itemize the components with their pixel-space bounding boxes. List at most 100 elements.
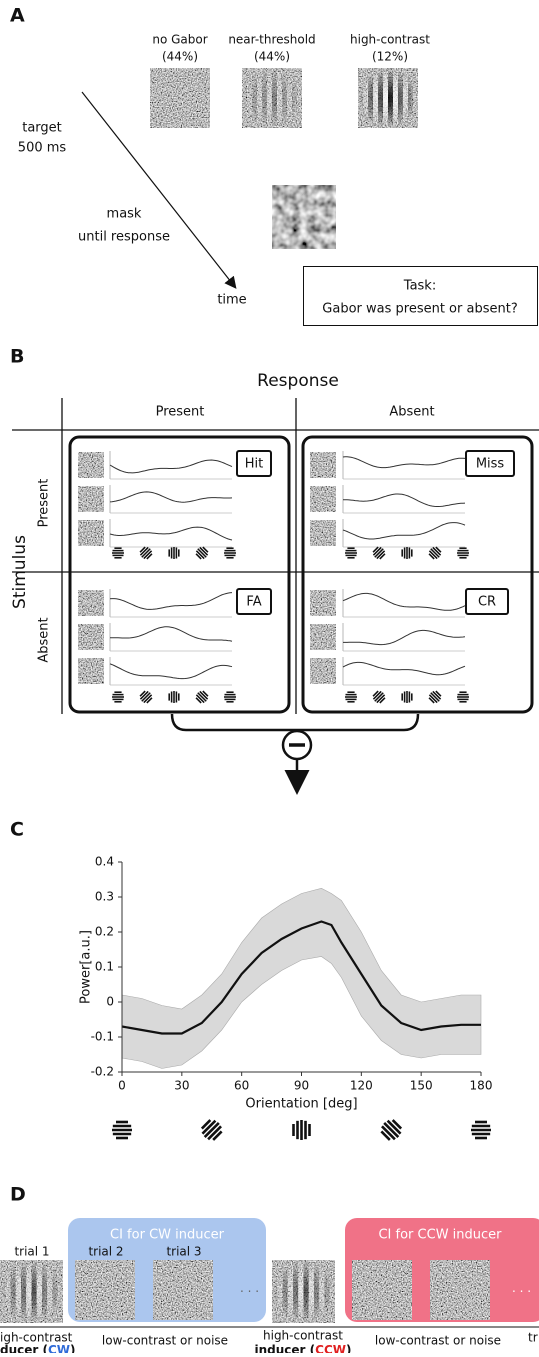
orientation-icon (345, 547, 357, 559)
y-tick-label: 0.2 (95, 925, 114, 939)
orientation-icon (401, 691, 413, 703)
orientation-icon (195, 690, 209, 704)
stimulus-level: Present (37, 479, 52, 528)
orientation-icon (224, 691, 236, 703)
gabor (0, 1260, 63, 1323)
icon-bar (372, 690, 379, 697)
orientation-icon (428, 690, 442, 704)
icon-bar (391, 1119, 403, 1130)
illustrative-curve (109, 526, 233, 541)
noise-image (310, 520, 336, 546)
icon-bar (432, 690, 442, 700)
icon-bar (197, 548, 207, 558)
outcome-label: Miss (476, 457, 505, 472)
icon-bar (212, 1130, 223, 1141)
inducer-text: ) (346, 1343, 351, 1354)
gabor-stripe (262, 68, 267, 128)
illustrative-curve (109, 491, 233, 503)
inducer-label: ducer (CW) (0, 1343, 76, 1354)
outcome-box (236, 450, 272, 477)
icon-bar (200, 1119, 212, 1130)
gabor-stripe (242, 68, 247, 128)
gabor-stripe (378, 68, 383, 128)
response-level: Absent (389, 405, 434, 420)
icon-bar (379, 697, 386, 704)
gabor-stripe (303, 1260, 309, 1323)
task-box (303, 266, 538, 326)
x-tick-label: 150 (410, 1079, 433, 1093)
gabor-stripe (408, 68, 413, 128)
illustrative-curve (342, 522, 466, 540)
gabor-stripe (277, 1260, 283, 1323)
noise-image (310, 624, 336, 650)
illustrative-curve (109, 626, 233, 642)
orientation-icon (168, 547, 180, 559)
icon-bar (202, 546, 209, 553)
condition-name: near-threshold (228, 33, 315, 47)
gabor-stripe (26, 1260, 32, 1323)
gabor-stripe (15, 1260, 21, 1323)
gabor-stripe (363, 68, 368, 128)
icon-bar (379, 553, 386, 560)
illustrative-curve (109, 592, 233, 610)
gabor-stripe (52, 1260, 58, 1323)
gabor-stripe (282, 68, 287, 128)
gabor-stripe (252, 68, 257, 128)
icon-bar (195, 697, 202, 704)
icon-bar (141, 548, 151, 558)
noise-image (78, 658, 104, 684)
icon-bar (146, 553, 153, 560)
gabor-stripe (257, 68, 262, 128)
ccw-box-title: CI for CCW inducer (378, 1228, 502, 1243)
noise-image (310, 590, 336, 616)
inducer-label: inducer (CCW) (255, 1343, 352, 1354)
icon-bar (430, 548, 440, 558)
trial-label: trial 2 (88, 1245, 123, 1259)
gabor-stripe (297, 68, 302, 128)
icon-bar (372, 546, 379, 553)
ellipsis: · · · (512, 1285, 531, 1299)
outcome-box (465, 450, 515, 477)
condition-share: (44%) (162, 50, 198, 64)
panel-letter: D (10, 1184, 26, 1206)
icon-bar (430, 692, 440, 702)
condition-share: (44%) (254, 50, 290, 64)
noise-image (310, 452, 336, 478)
gabor (242, 68, 302, 128)
icon-bar (374, 692, 384, 702)
orientation-icon (471, 1120, 491, 1140)
noise-image (310, 486, 336, 512)
noise-image (430, 1260, 490, 1320)
x-tick-label: 30 (174, 1079, 189, 1093)
icon-bar (376, 694, 386, 704)
mask-label: mask (107, 207, 142, 222)
response-group (301, 435, 534, 714)
icon-bar (380, 1130, 391, 1141)
orientation-icon (380, 1119, 403, 1141)
x-axis-label: Orientation [deg] (245, 1097, 357, 1112)
gabor-stripe (42, 1260, 48, 1323)
orientation-icon (195, 546, 209, 560)
y-tick-label: -0.2 (91, 1065, 114, 1079)
icon-bar (202, 690, 209, 697)
orientation-icon (200, 1119, 223, 1141)
cut-label: tr (528, 1331, 538, 1345)
gabor-stripe (287, 1260, 293, 1323)
y-tick-label: 0 (106, 995, 114, 1009)
orientation-icon (457, 547, 469, 559)
inducer-text: ducer ( (0, 1343, 48, 1354)
gabor-stripe (383, 68, 388, 128)
ellipsis: · · · (240, 1285, 259, 1299)
gabor-stripe (272, 68, 277, 128)
gabor-stripe (314, 1260, 320, 1323)
response-group (68, 435, 291, 714)
x-tick-label: 60 (234, 1079, 249, 1093)
gabor-stripe (398, 68, 403, 128)
orientation-icon (457, 691, 469, 703)
confidence-band (121, 887, 482, 1069)
icon-bar (195, 553, 202, 560)
orientation-icon (112, 1120, 132, 1140)
response-title: Response (257, 371, 339, 391)
gabor-stripe (393, 68, 398, 128)
noise-image (153, 1260, 213, 1320)
